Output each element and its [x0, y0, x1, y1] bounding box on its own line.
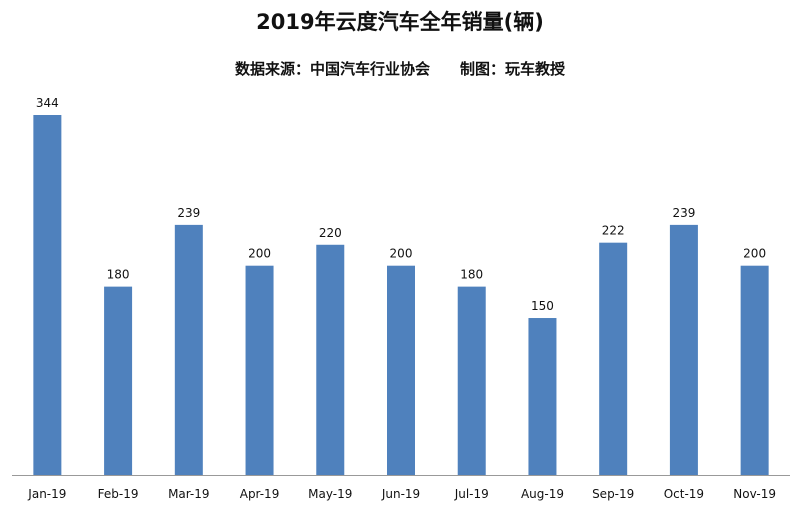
x-tick-label: May-19	[308, 487, 352, 501]
value-label: 200	[390, 247, 413, 261]
chart-author-label: 制图：玩车教授	[460, 60, 566, 78]
value-label: 239	[177, 206, 200, 220]
data-source-label: 数据来源：中国汽车行业协会	[234, 60, 430, 78]
x-tick-label: Oct-19	[664, 487, 704, 501]
value-label: 220	[319, 226, 342, 240]
value-label: 150	[531, 299, 554, 313]
x-tick-label: Jun-19	[381, 487, 420, 501]
bar-nov-19	[740, 265, 769, 475]
bar-feb-19	[104, 286, 133, 475]
x-tick-label: Mar-19	[168, 487, 209, 501]
value-label: 239	[672, 206, 695, 220]
bar-mar-19	[174, 224, 203, 475]
bar-jul-19	[457, 286, 486, 475]
value-label: 180	[107, 268, 130, 282]
bar-aug-19	[528, 318, 557, 475]
chart-title: 2019年云度汽车全年销量(辆)	[256, 10, 544, 34]
x-tick-label: Jul-19	[454, 487, 489, 501]
bar-jun-19	[387, 265, 415, 475]
x-tick-label: Nov-19	[733, 487, 776, 501]
value-label: 200	[743, 247, 766, 261]
x-tick-labels-group: Jan-19 Feb-19 Mar-19 Apr-19 May-19 Jun-19 Jul-…	[27, 487, 776, 501]
bars-group	[33, 115, 769, 475]
value-label: 344	[36, 96, 59, 110]
value-label: 180	[460, 268, 483, 282]
value-labels-group: 344 180 239 200 220 200 180 150 222 239 200	[36, 96, 766, 313]
bar-jan-19	[33, 115, 62, 475]
bar-may-19	[316, 244, 345, 475]
x-tick-label: Aug-19	[521, 487, 564, 501]
chart-subtitle: 数据来源：中国汽车行业协会 制图：玩车教授	[0, 58, 800, 79]
bar-oct-19	[669, 224, 698, 475]
bar-sep-19	[599, 242, 628, 475]
x-tick-label: Feb-19	[98, 487, 139, 501]
value-label: 200	[248, 247, 271, 261]
x-tick-label: Sep-19	[592, 487, 634, 501]
x-tick-label: Jan-19	[27, 487, 66, 501]
x-tick-label: Apr-19	[240, 487, 280, 501]
value-label: 222	[602, 224, 625, 238]
bar-apr-19	[245, 265, 274, 475]
